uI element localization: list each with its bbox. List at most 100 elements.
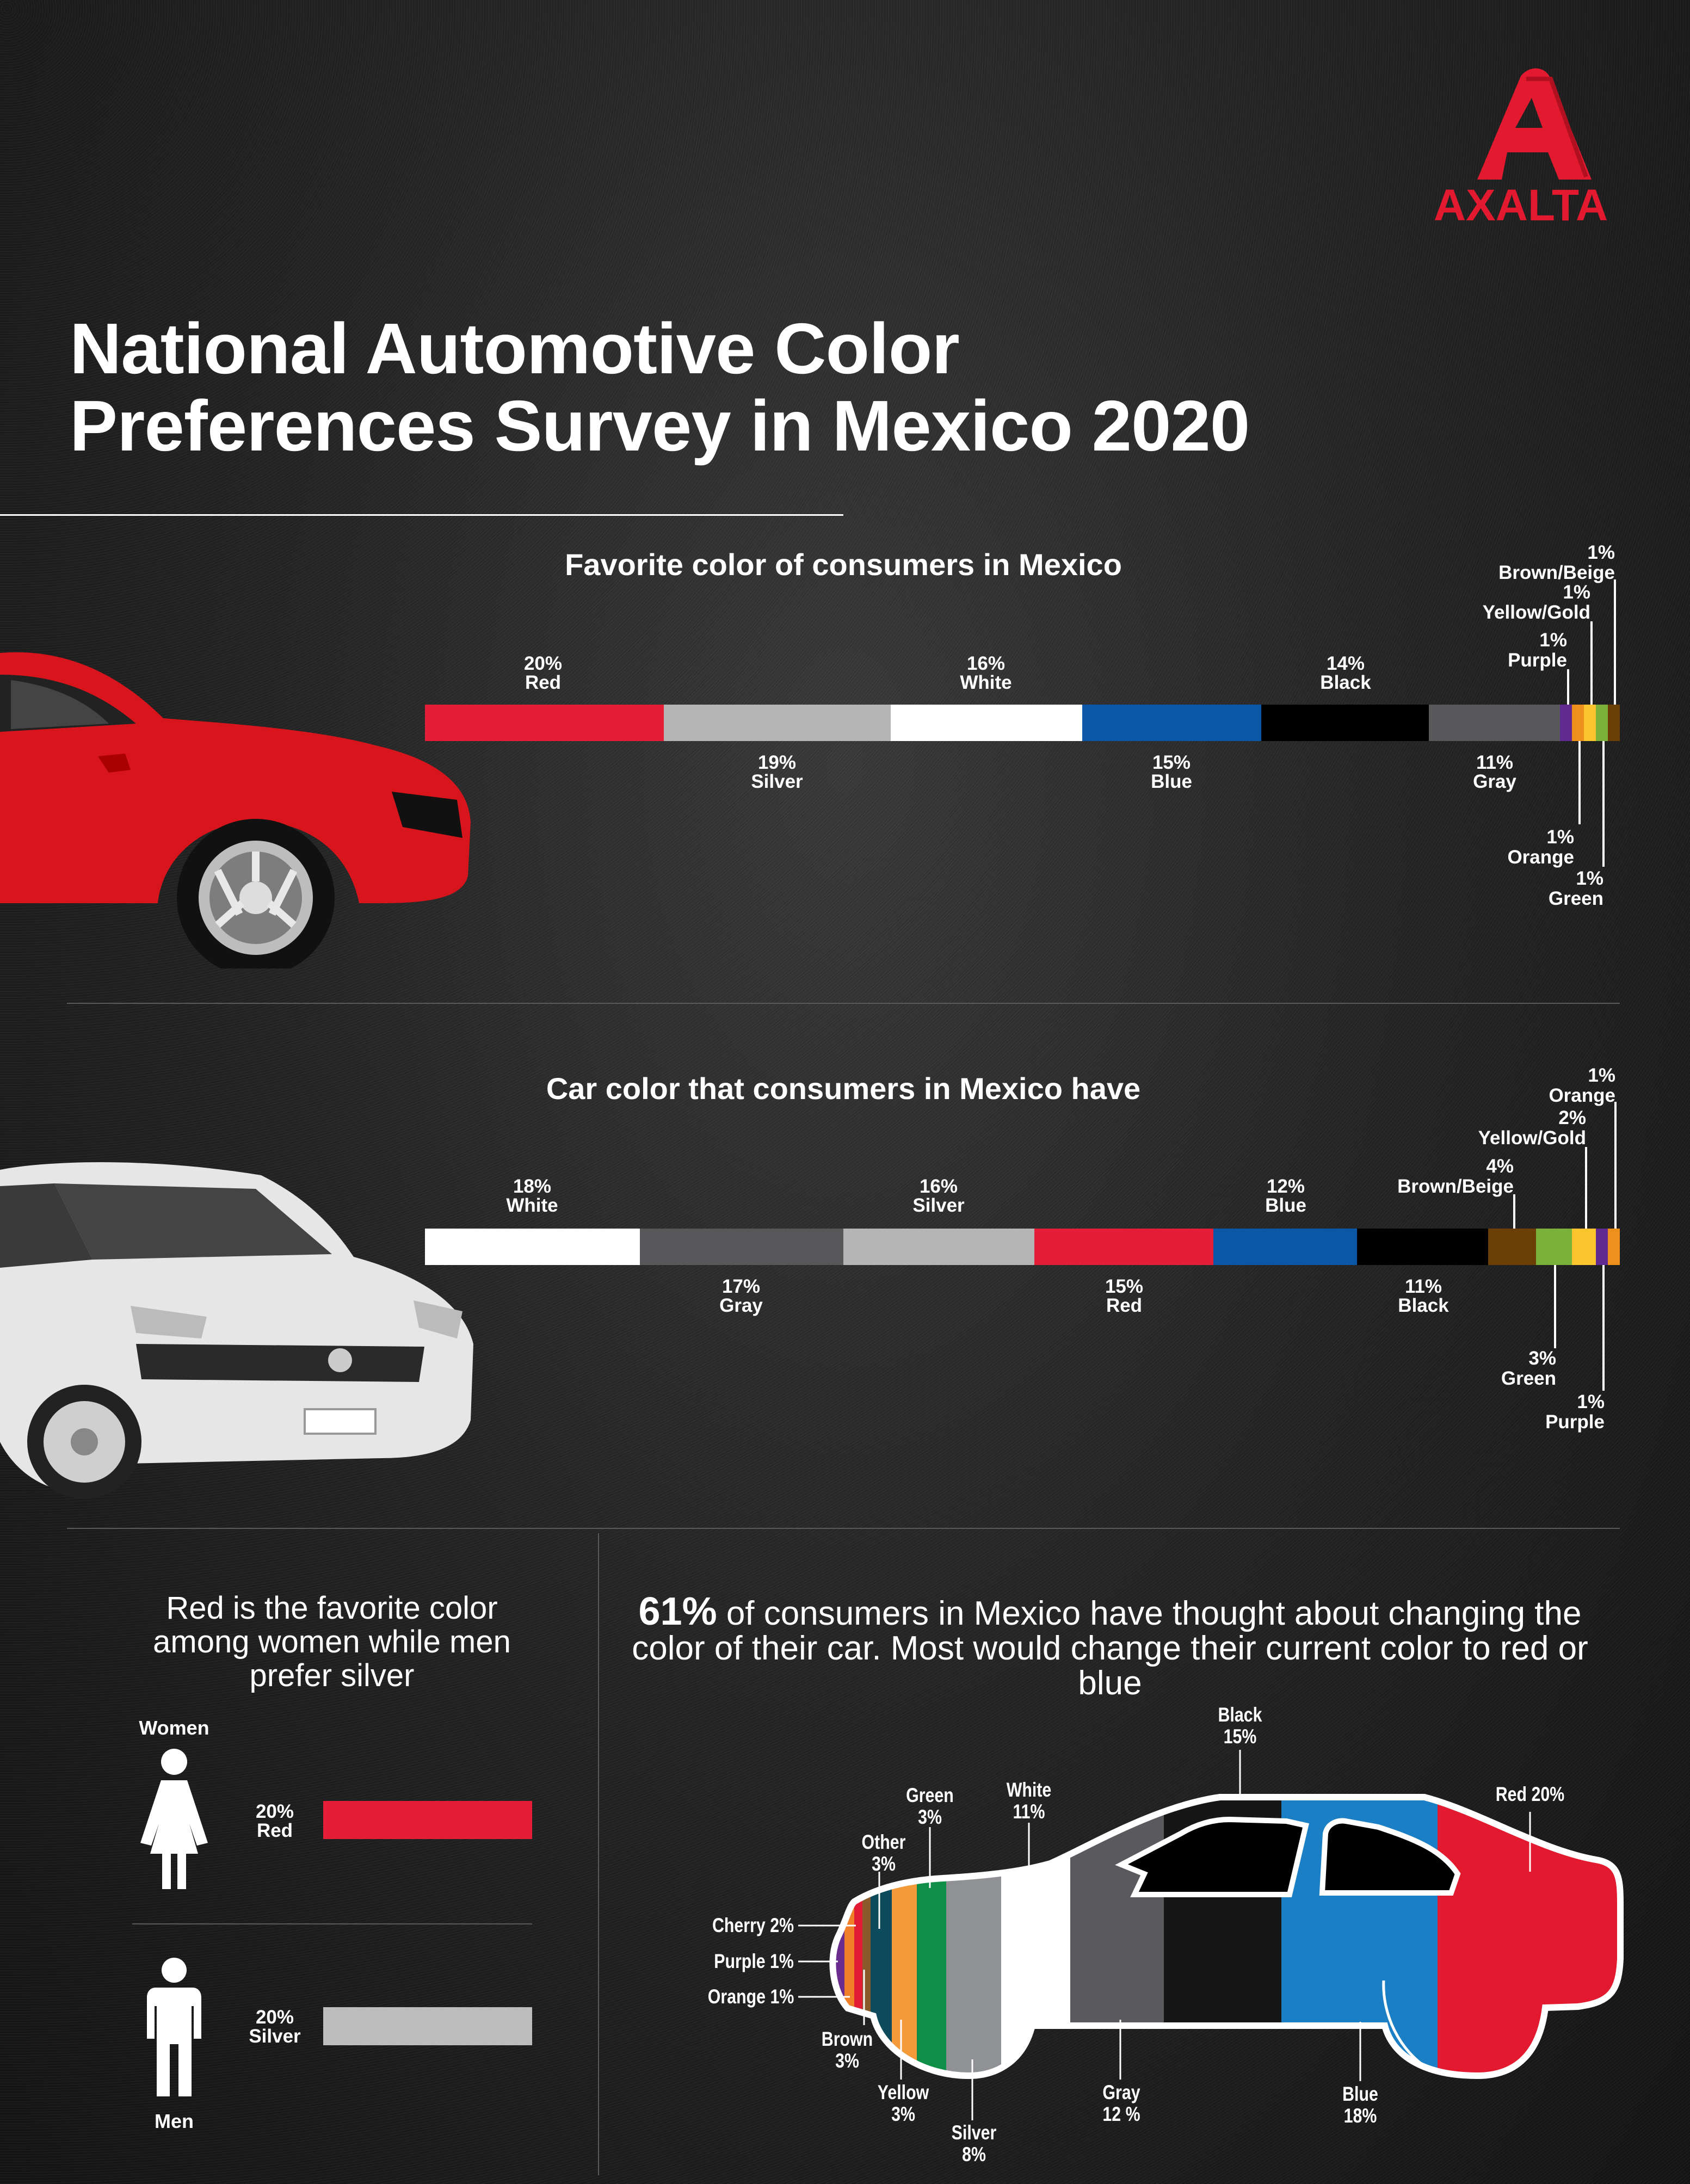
- logo-wordmark: AXALTA: [1434, 181, 1608, 229]
- bar-segment-white: [425, 1229, 640, 1265]
- bar-segment-gray: [1428, 705, 1561, 741]
- section-divider: [67, 1528, 1620, 1529]
- women-label: Women: [139, 1717, 209, 1739]
- label-orange: 1% Orange: [1507, 826, 1574, 868]
- change-heading: 61% of consumers in Mexico have thought …: [632, 1590, 1588, 1702]
- label-red: 20% Red: [523, 653, 563, 693]
- label-green: 1% Green: [1548, 868, 1603, 909]
- leader-line: [1567, 669, 1569, 705]
- car-label-purple: Purple 1%: [714, 1950, 794, 1972]
- gender-heading: Red is the favorite color among women whi…: [153, 1590, 511, 1693]
- bar-segment-yellow-gold: [1572, 1229, 1596, 1265]
- leader-line: [1578, 741, 1581, 824]
- car-stripe-green: [917, 1797, 947, 2076]
- label-gray: 11% Gray: [1473, 752, 1516, 792]
- label-purple: 1% Purple: [1508, 630, 1567, 671]
- leader-line: [1602, 1265, 1605, 1391]
- car-label-gray: Gray 12 %: [1102, 2081, 1140, 2125]
- label-brown-beige: 1% Brown/Beige: [1498, 542, 1615, 583]
- car-label-red: Red 20%: [1495, 1783, 1565, 1805]
- label-silver: 16% Silver: [912, 1176, 965, 1216]
- front-window: [1115, 1816, 1310, 1897]
- car-stripe-silver: [946, 1797, 1002, 2076]
- label-yellow-gold: 2% Yellow/Gold: [1478, 1107, 1586, 1149]
- bar-segment-brown-beige: [1488, 1229, 1537, 1265]
- bar-segment-red: [1034, 1229, 1214, 1265]
- white-car-image: [0, 1162, 473, 1499]
- car-label-blue: Blue 18%: [1342, 2083, 1378, 2127]
- car-label-silver: Silver 8%: [951, 2121, 997, 2166]
- leader-line: [1590, 621, 1593, 705]
- bar-segment-blue: [1213, 1229, 1358, 1265]
- car-label-other: Other 3%: [861, 1831, 906, 1875]
- bar-segment-blue: [1082, 705, 1262, 741]
- page-title: National Automotive Color Preferences Su…: [70, 309, 1250, 466]
- bar-segment-black: [1356, 1229, 1489, 1265]
- leader-line: [1614, 1102, 1617, 1229]
- car-label-brown: Brown 3%: [821, 2028, 873, 2072]
- label-brown-beige: 4% Brown/Beige: [1397, 1156, 1514, 1197]
- leader-line: [1554, 1265, 1556, 1348]
- car-label-black: Black 15%: [1218, 1704, 1262, 1748]
- car-label-yellow: Yellow 3%: [877, 2081, 929, 2125]
- label-red: 15% Red: [1105, 1276, 1144, 1316]
- bar-segment-purple: [1560, 705, 1572, 741]
- label-white: 18% White: [506, 1176, 558, 1216]
- section-divider: [67, 1003, 1620, 1004]
- bar-segment-purple: [1596, 1229, 1608, 1265]
- men-bar: [323, 2007, 532, 2045]
- label-purple: 1% Purple: [1545, 1391, 1605, 1433]
- woman-icon: [140, 1749, 208, 1889]
- axalta-logo: AXALTA: [1434, 68, 1608, 229]
- label-black: 11% Black: [1398, 1276, 1449, 1316]
- red-car-image: [0, 652, 471, 968]
- leader-line: [1585, 1147, 1587, 1229]
- label-yellow-gold: 1% Yellow/Gold: [1482, 582, 1590, 623]
- rear-window: [1319, 1818, 1461, 1896]
- label-black: 14% Black: [1320, 653, 1371, 693]
- bar-segment-brown-beige: [1608, 705, 1620, 741]
- title-line-1: National Automotive Color: [70, 309, 960, 388]
- car-stripe-red: [1438, 1797, 1620, 2076]
- men-value-label: 20% Silver: [249, 2007, 301, 2047]
- bar-segment-yellow-gold: [1584, 705, 1596, 741]
- bar-segment-orange: [1608, 1229, 1620, 1265]
- car-stripe-white: [1001, 1797, 1071, 2076]
- car-label-white: White 11%: [1006, 1779, 1052, 1823]
- bar-segment-silver: [664, 705, 891, 741]
- bar-segment-gray: [640, 1229, 844, 1265]
- label-blue: 12% Blue: [1265, 1176, 1306, 1216]
- column-divider: [598, 1533, 599, 2175]
- rear-wheel-arch: [1382, 1980, 1432, 2072]
- leader-lines: [798, 1750, 1531, 2120]
- front-wheel-arch: [1000, 1964, 1031, 2071]
- label-blue: 15% Blue: [1151, 752, 1192, 792]
- car-label-cherry: Cherry 2%: [712, 1914, 794, 1936]
- label-white: 16% White: [960, 653, 1012, 693]
- chart2-title: Car color that consumers in Mexico have: [546, 1071, 1141, 1106]
- man-icon: [147, 1958, 201, 2096]
- bar-segment-green: [1596, 705, 1608, 741]
- bar-segment-green: [1536, 1229, 1572, 1265]
- leader-line: [1614, 579, 1616, 705]
- highlight-percent: 61%: [638, 1590, 717, 1633]
- label-silver: 19% Silver: [751, 752, 803, 792]
- women-bar: [323, 1801, 532, 1839]
- car-label-orange: Orange 1%: [707, 1985, 794, 2008]
- chart1-title: Favorite color of consumers in Mexico: [565, 547, 1122, 582]
- label-orange: 1% Orange: [1549, 1065, 1615, 1106]
- gender-divider: [132, 1923, 532, 1924]
- label-gray: 17% Gray: [719, 1276, 763, 1316]
- leader-line: [1513, 1194, 1515, 1229]
- title-line-2: Preferences Survey in Mexico 2020: [70, 386, 1250, 466]
- bar-segment-silver: [843, 1229, 1035, 1265]
- title-underline: [0, 514, 843, 516]
- men-label: Men: [155, 2110, 194, 2132]
- women-value-label: 20% Red: [255, 1801, 294, 1841]
- bar-segment-orange: [1572, 705, 1584, 741]
- bar-segment-black: [1261, 705, 1429, 741]
- label-green: 3% Green: [1501, 1348, 1556, 1389]
- leader-line: [1602, 741, 1605, 867]
